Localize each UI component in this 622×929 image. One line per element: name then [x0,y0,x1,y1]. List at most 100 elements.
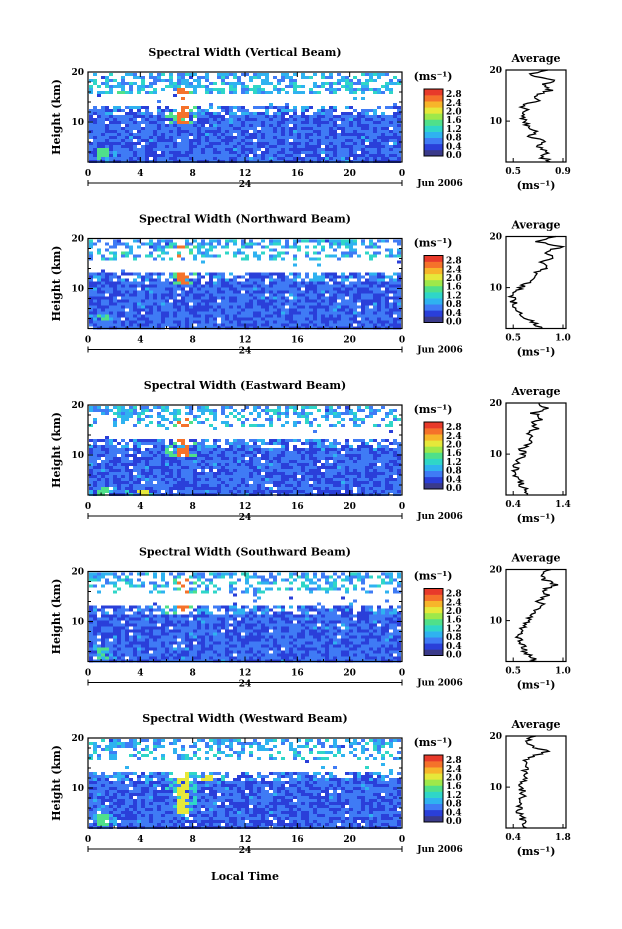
heatmap-cell [113,272,117,276]
heatmap-cell [229,115,233,118]
heatmap-cell [385,290,389,294]
heatmap-cell [173,314,177,318]
heatmap-cell [265,272,269,276]
heatmap-cell [349,79,353,82]
heatmap-cell [345,305,349,309]
heatmap-cell [149,311,153,315]
heatmap-cell [205,287,209,291]
heatmap-cell [97,487,101,490]
heatmap-cell [293,130,297,133]
heatmap-cell [97,308,101,312]
heatmap-cell [249,242,253,246]
heatmap-cell [281,448,285,451]
heatmap-cell [173,320,177,324]
heatmap-cell [121,445,125,448]
heatmap-cell [301,109,305,112]
heatmap-cell [117,145,121,148]
heatmap-cell [397,154,401,157]
heatmap-cell [189,127,193,130]
heatmap-cell [121,466,125,469]
heatmap-cell [257,112,261,115]
heatmap-cell [377,154,381,157]
heatmap-cell [213,311,217,315]
heatmap-cell [93,484,97,487]
heatmap-cell [309,118,313,121]
heatmap-cell [229,154,233,157]
heatmap-cell [141,457,145,460]
heatmap-cell [161,154,165,157]
heatmap-cell [333,88,337,91]
heatmap-cell [133,475,137,478]
heatmap-cell [281,311,285,315]
heatmap-cell [197,124,201,127]
heatmap-cell [101,448,105,451]
heatmap-cell [317,445,321,448]
heatmap-cell [229,305,233,309]
heatmap-cell [329,484,333,487]
heatmap-cell [349,463,353,466]
heatmap-cell [233,439,237,442]
heatmap-cell [389,475,393,478]
heatmap-cell [229,130,233,133]
heatmap-cell [229,88,233,91]
heatmap-cell [177,317,181,321]
heatmap-cell [345,157,349,160]
heatmap-cell [185,284,189,288]
heatmap-cell [113,481,117,484]
heatmap-cell [389,317,393,321]
heatmap-cell [345,311,349,315]
heatmap-cell [333,323,337,327]
heatmap-cell [89,109,93,112]
heatmap-cell [333,272,337,276]
heatmap-cell [329,82,333,85]
heatmap-cell [121,451,125,454]
heatmap-cell [185,139,189,142]
heatmap-cell [181,475,185,478]
heatmap-cell [109,154,113,157]
heatmap-cell [141,242,145,246]
colorbar-tick-label: 0.4 [446,309,462,319]
heatmap-cell [325,415,329,418]
heatmap-cell [385,463,389,466]
heatmap-cell [269,130,273,133]
heatmap-cell [285,412,289,415]
heatmap-cell [193,481,197,484]
heatmap-cell [133,442,137,445]
heatmap-cell [385,412,389,415]
colorbar-swatch [424,310,443,317]
heatmap-cell [353,248,357,252]
heatmap-cell [173,478,177,481]
heatmap-cell [209,320,213,324]
heatmap-cell [277,133,281,136]
heatmap-cell [193,415,197,418]
heatmap-cell [373,130,377,133]
heatmap-cell [297,293,301,297]
heatmap-cell [317,311,321,315]
heatmap-cell [345,284,349,288]
heatmap-cell [269,299,273,303]
heatmap-cell [137,418,141,421]
heatmap-cell [373,287,377,291]
heatmap-cell [229,124,233,127]
heatmap-cell [325,472,329,475]
heatmap-cell [309,121,313,124]
heatmap-cell [261,112,265,115]
heatmap-cell [285,445,289,448]
heatmap-cell [357,88,361,91]
heatmap-cell [293,127,297,130]
heatmap-cell [89,457,93,460]
heatmap-cell [169,148,173,151]
heatmap-cell [261,278,265,282]
heatmap-cell [117,290,121,294]
heatmap-cell [93,323,97,327]
heatmap-cell [245,320,249,324]
heatmap-cell [101,296,105,300]
heatmap-cell [177,121,181,124]
heatmap-cell [221,115,225,118]
heatmap-cell [341,281,345,285]
heatmap-cell [345,278,349,282]
heatmap-cell [233,299,237,303]
heatmap-cell [241,415,245,418]
heatmap-cell [261,145,265,148]
heatmap-cell [253,314,257,318]
